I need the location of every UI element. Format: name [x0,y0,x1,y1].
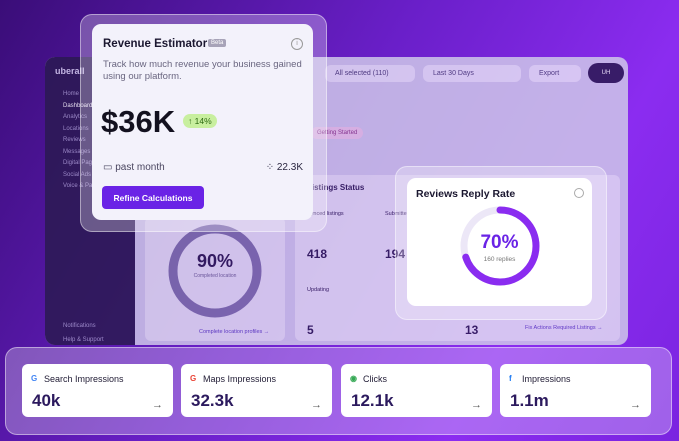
metric-icon: G [31,374,38,383]
stat-label: Submitted [385,211,410,217]
stat-value: 5 [307,323,314,337]
stat-value: 418 [307,247,328,261]
ring-arc [460,206,540,286]
avatar[interactable]: UH [588,63,624,83]
metric-value: 1.1m [510,391,549,410]
metric-card[interactable]: G Maps Impressions 32.3k → [181,364,332,417]
nav-item[interactable]: Notifications [63,323,96,329]
nav-item[interactable]: Reviews [63,137,86,143]
completion-panel: 90% Completed location Complete location… [145,217,285,341]
estimator-description: Track how much revenue your business gai… [103,59,302,82]
nav-item[interactable]: Locations [63,125,89,132]
reply-card: Reviews Reply Rate 70% 160 replies [407,178,592,306]
logo: uberall [55,66,85,76]
nav-item[interactable]: Dashboard [63,102,93,109]
completion-link[interactable]: Complete location profiles → [199,329,270,335]
estimator-card: Revenue Estimator Beta i Track how much … [92,24,313,220]
count: ⁘ 22.3K [266,162,303,173]
arrow-icon: → [630,399,641,411]
metric-icon: f [509,374,512,383]
metric-label: Impressions [522,374,571,384]
stat-label: Synced listings [307,211,344,217]
nav-item[interactable]: Voice & Paths [63,183,101,189]
calendar-icon: ▭ [103,162,116,173]
nav-item[interactable]: Help & Support [63,337,104,343]
tag: Getting Started [311,127,364,139]
export-button[interactable]: Export [529,65,581,82]
beta-badge: Beta [208,39,227,47]
nav-item[interactable]: Analytics [63,114,88,120]
estimator-value: $36K [101,104,176,139]
reply-value: 70% [480,232,519,253]
status-link[interactable]: Fix Actions Required Listings → [525,325,603,331]
period-label: past month [115,162,165,173]
metric-label: Clicks [363,374,387,384]
metric-icon: G [190,374,197,383]
arrow-icon: ↑ [188,116,195,126]
metric-card[interactable]: ◉ Clicks 12.1k → [341,364,492,417]
date-picker[interactable]: Last 30 Days [423,65,521,82]
count-value: 22.3K [276,162,303,173]
change-badge: ↑ 14% [183,114,217,128]
info-icon[interactable] [574,188,584,198]
metric-value: 40k [32,391,61,410]
refine-button[interactable]: Refine Calculations [102,186,204,209]
metric-card[interactable]: G Search Impressions 40k → [22,364,173,417]
estimator-title: Revenue Estimator [103,38,208,50]
metric-card[interactable]: f Impressions 1.1m → [500,364,651,417]
stat-label: Updating [307,287,330,293]
stat-value: 13 [465,323,479,337]
change-value: 14% [194,116,212,126]
stat-value: 194 [385,247,406,261]
arrow-icon: → [152,399,163,411]
completion-label: Completed location [193,273,237,279]
arrow-icon: → [311,399,322,411]
metric-label: Search Impressions [44,374,124,384]
metric-value: 32.3k [191,391,234,410]
reply-title: Reviews Reply Rate [416,188,516,200]
nav-item[interactable]: Home [63,91,80,97]
reply-subtitle: 160 replies [483,256,516,263]
period: ▭ past month [103,162,165,173]
filter[interactable]: All selected (110) [325,65,415,82]
arrow-icon: → [471,399,482,411]
completion-ring [168,224,262,318]
metric-value: 12.1k [351,391,394,410]
completion-value: 90% [196,251,234,271]
nav-item[interactable]: Social Ads [63,171,92,178]
metric-icon: ◉ [350,374,357,383]
nav-item[interactable]: Digital Pages [63,160,99,166]
info-icon[interactable]: i [291,38,303,50]
metric-label: Maps Impressions [203,374,277,384]
status-title: Listings Status [307,183,365,192]
reply-ring [460,206,540,286]
click-icon: ⁘ [265,162,277,173]
nav-item[interactable]: Messages [63,148,91,155]
